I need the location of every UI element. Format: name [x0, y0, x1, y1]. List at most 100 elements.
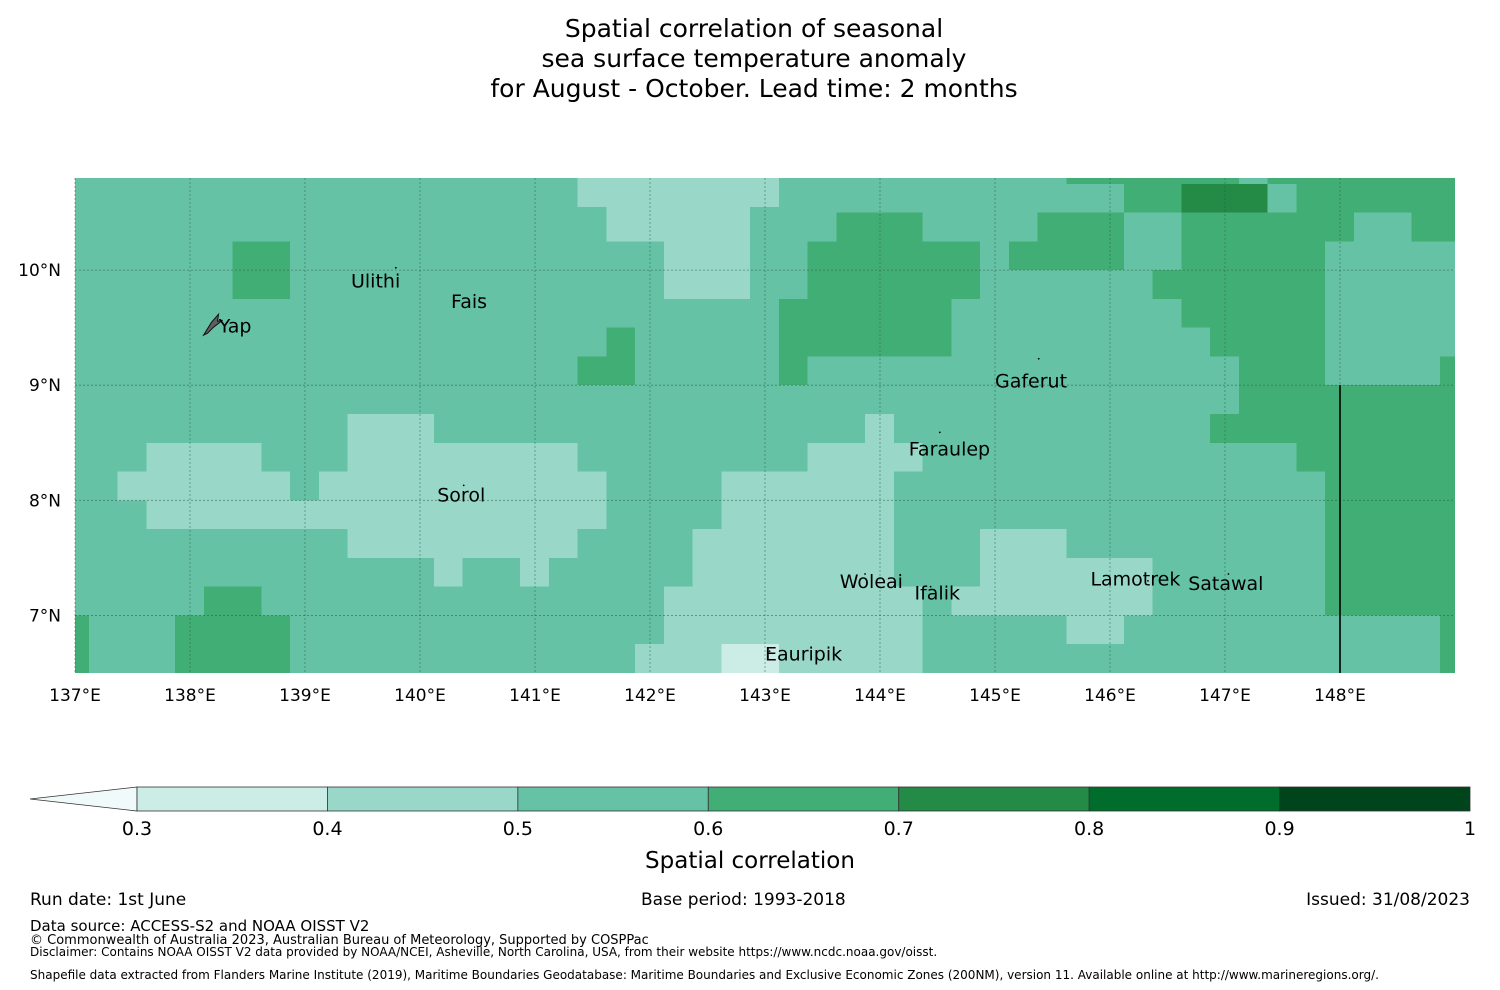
map-cell-29	[1325, 471, 1441, 501]
map-cell-10	[778, 356, 808, 386]
island-marker-icon	[768, 650, 771, 653]
island-marker-icon	[1037, 357, 1040, 360]
lon-tick-label-3: 140°E	[394, 686, 446, 706]
map-cell-23	[1296, 178, 1354, 242]
colorbar-tick-label-3: 0.6	[693, 818, 723, 840]
map-cell-22	[1210, 413, 1297, 443]
base-period: Base period: 1993-2018	[641, 890, 846, 910]
colorbar-tick-label-1: 0.4	[312, 818, 342, 840]
map-cell-30	[1325, 500, 1441, 616]
colorbar: 0.3 0.4 0.5 0.6 0.7 0.8 0.9 1 Spatial correlatio…	[29, 786, 1476, 874]
map-cell-32	[117, 471, 291, 501]
map-axes: 137°E 138°E 139°E 140°E 141°E 142°E 143°E 144°E…	[18, 261, 1366, 706]
lat-tick-label-0: 10°N	[18, 261, 61, 281]
lat-tick-label-3: 7°N	[29, 606, 61, 626]
map-cell-53	[980, 557, 1153, 587]
map-cell-14	[1123, 183, 1182, 213]
disclaimer: Disclaimer: Contains NOAA OISST V2 data …	[30, 945, 938, 959]
shapefile-credit: Shapefile data extracted from Flanders M…	[30, 968, 1379, 982]
map-cell-0	[577, 178, 779, 207]
lat-tick-label-1: 9°N	[29, 376, 61, 396]
colorbar-bin-3	[707, 786, 900, 812]
map-cell-25	[1411, 212, 1455, 242]
map-cell-42	[175, 615, 291, 673]
place-label-3: Gaferut	[995, 371, 1067, 393]
lon-tick-label-2: 139°E	[279, 686, 331, 706]
island-marker-icon	[938, 431, 941, 434]
map-cell-20	[1210, 327, 1297, 357]
island-marker-icon	[394, 266, 397, 269]
place-label-5: Sorol	[437, 484, 485, 506]
run-date: Run date: 1st June	[30, 890, 187, 910]
lon-tick-label-9: 146°E	[1084, 686, 1136, 706]
place-label-1: Fais	[451, 291, 487, 313]
colorbar-bin-0	[136, 786, 328, 812]
colorbar-bin-6	[1279, 786, 1471, 812]
map-cell-39	[433, 557, 463, 587]
map-cell-33	[146, 500, 434, 530]
map-cell-15	[1181, 183, 1268, 213]
map-cell-36	[433, 442, 578, 472]
copyright: © Commonwealth of Australia 2023, Austra…	[30, 933, 649, 948]
map-cell-31	[146, 442, 262, 472]
place-label-2: Yap	[218, 315, 252, 337]
map-cell-11	[1008, 241, 1124, 271]
lon-tick-label-0: 137°E	[49, 686, 101, 706]
island-marker-icon	[1147, 580, 1149, 582]
map-cell-34	[318, 471, 607, 501]
map-cell-41	[203, 586, 262, 616]
map-cell-18	[1152, 270, 1297, 299]
map-cell-13	[1066, 178, 1239, 184]
graticule	[74, 178, 1455, 673]
colorbar-tick-label-5: 0.8	[1074, 818, 1104, 840]
colorbar-extend-under	[29, 786, 138, 812]
colorbar-tick-label-6: 0.9	[1264, 818, 1294, 840]
map-cell-40	[520, 557, 549, 587]
colorbar-bin-2	[517, 786, 709, 812]
title-line-1: Spatial correlation of seasonal	[564, 14, 944, 43]
map-cell-1	[606, 206, 751, 242]
place-label-0: Ulithi	[351, 270, 400, 292]
map-title: Spatial correlation of seasonal sea surf…	[0, 14, 1500, 104]
place-label-10: Eauripik	[765, 643, 842, 665]
place-label-9: Satawal	[1188, 573, 1263, 595]
map-cell-5	[577, 356, 607, 386]
lon-tick-label-5: 142°E	[624, 686, 676, 706]
lon-tick-label-10: 147°E	[1199, 686, 1251, 706]
place-label-8: Lamotrek	[1090, 569, 1180, 591]
place-label-7: Ifalik	[915, 582, 961, 604]
map-cell-45	[865, 413, 894, 443]
issued-date: Issued: 31/08/2023	[1306, 890, 1470, 910]
colorbar-tick-label-4: 0.7	[884, 818, 914, 840]
map-cell-44	[807, 442, 894, 472]
island-marker-icon	[929, 585, 932, 588]
island-marker-icon	[462, 484, 465, 487]
yap-island-icon	[202, 312, 223, 337]
lon-tick-label-11: 148°E	[1314, 686, 1366, 706]
map-cell-19	[1181, 298, 1297, 328]
map-cell-24	[1353, 178, 1455, 213]
island-marker-icon	[478, 296, 481, 299]
colorbar-bin-5	[1088, 786, 1280, 812]
colorbar-bin-1	[327, 786, 519, 812]
title-line-3: for August - October. Lead time: 2 month…	[490, 74, 1018, 103]
map-cell-35	[347, 413, 434, 472]
map-cell-9	[778, 327, 923, 357]
map-cell-3	[232, 241, 291, 299]
map-cell-26	[1296, 241, 1326, 386]
island-marker-icon	[1227, 573, 1230, 575]
map-cell-37	[433, 500, 607, 530]
map-cell-43	[75, 615, 89, 673]
map-cell-7	[807, 241, 981, 299]
lon-tick-label-1: 138°E	[164, 686, 216, 706]
map-cell-4	[606, 327, 636, 386]
map-cell-38	[347, 529, 578, 558]
map-cell-55	[1066, 615, 1124, 645]
colorbar-tick-label-7: 1	[1464, 818, 1476, 840]
colorbar-tick-label-2: 0.5	[503, 818, 533, 840]
place-labels: Ulithi Fais Yap Gaferut Faraulep Sorol Woleai I…	[202, 266, 1263, 665]
colorbar-title: Spatial correlation	[645, 848, 855, 874]
place-label-4: Faraulep	[909, 438, 990, 460]
map-cell-46	[893, 442, 923, 472]
map-cell-6	[836, 212, 923, 242]
